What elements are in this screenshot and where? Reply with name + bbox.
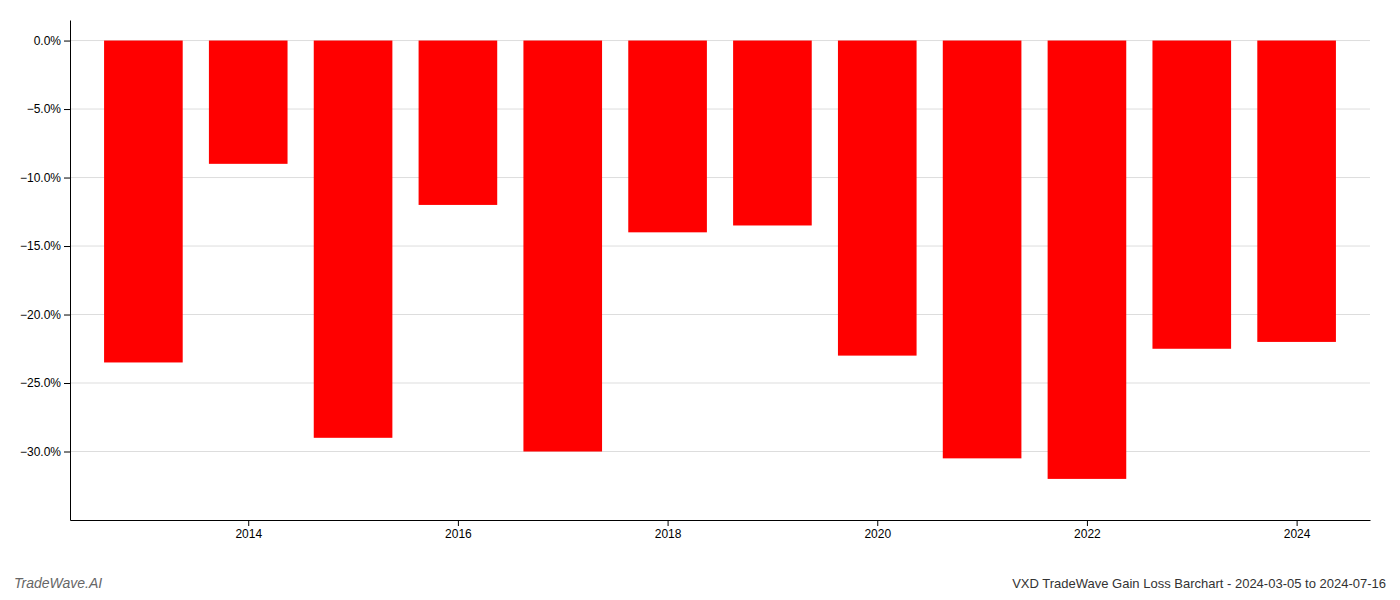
x-tick: 2016 [445, 520, 472, 541]
bars [104, 41, 1336, 479]
x-tick-label: 2018 [655, 527, 682, 541]
x-tick: 2014 [235, 520, 262, 541]
y-tick: −20.0% [20, 308, 70, 322]
y-tick-mark [64, 178, 70, 179]
x-tick: 2018 [655, 520, 682, 541]
y-tick: −10.0% [20, 171, 70, 185]
x-tick-mark [458, 520, 459, 526]
x-tick-label: 2014 [235, 527, 262, 541]
bar [419, 41, 498, 205]
y-axis: 0.0% −5.0% −10.0% −15.0% −20.0% −25.0% −30.0% [20, 21, 71, 521]
y-tick-mark [64, 315, 70, 316]
bar [1048, 41, 1127, 479]
bar [1152, 41, 1231, 349]
bar [314, 41, 393, 438]
watermark: TradeWave.AI [14, 575, 102, 591]
x-tick-label: 2024 [1284, 527, 1311, 541]
bar [838, 41, 917, 356]
bar [733, 41, 812, 226]
x-axis-line [71, 520, 1371, 521]
y-axis-line [70, 21, 71, 521]
y-tick-mark [64, 109, 70, 110]
y-tick-label: −5.0% [27, 102, 62, 116]
x-tick-label: 2020 [864, 527, 891, 541]
grid-line [70, 451, 1370, 452]
bar [209, 41, 288, 164]
x-tick-mark [1297, 520, 1298, 526]
y-tick-mark [64, 452, 70, 453]
x-tick: 2024 [1284, 520, 1311, 541]
x-tick-label: 2022 [1074, 527, 1101, 541]
bar [628, 41, 707, 233]
title: VXD TradeWave Gain Loss Barchart - 2024-… [1012, 576, 1386, 591]
y-tick-label: −25.0% [20, 376, 61, 390]
grid [70, 41, 1370, 452]
y-tick-mark [64, 383, 70, 384]
bar [104, 41, 183, 363]
bar [943, 41, 1022, 459]
y-tick-label: −10.0% [20, 171, 61, 185]
y-tick: −30.0% [20, 445, 70, 459]
y-tick: 0.0% [34, 34, 70, 48]
y-tick-label: −20.0% [20, 308, 61, 322]
y-tick-mark [64, 246, 70, 247]
x-tick: 2020 [864, 520, 891, 541]
y-tick: −25.0% [20, 376, 70, 390]
bar [523, 41, 602, 452]
x-axis: 2014 2016 2018 2020 2022 2024 [71, 520, 1371, 541]
y-tick: −5.0% [27, 102, 70, 116]
y-tick-label: 0.0% [34, 34, 62, 48]
y-tick-label: −30.0% [20, 445, 61, 459]
x-tick-mark [1087, 520, 1088, 526]
y-tick-label: −15.0% [20, 239, 61, 253]
x-tick-mark [248, 520, 249, 526]
x-tick: 2022 [1074, 520, 1101, 541]
plot: 0.0% −5.0% −10.0% −15.0% −20.0% −25.0% −30.0% 2… [20, 21, 1371, 541]
x-tick-mark [668, 520, 669, 526]
bar [1257, 41, 1336, 342]
grid-line [70, 383, 1370, 384]
chart: 0.0% −5.0% −10.0% −15.0% −20.0% −25.0% −30.0% 2… [0, 0, 1400, 600]
y-tick-mark [64, 41, 70, 42]
x-tick-mark [877, 520, 878, 526]
x-tick-label: 2016 [445, 527, 472, 541]
y-tick: −15.0% [20, 239, 70, 253]
